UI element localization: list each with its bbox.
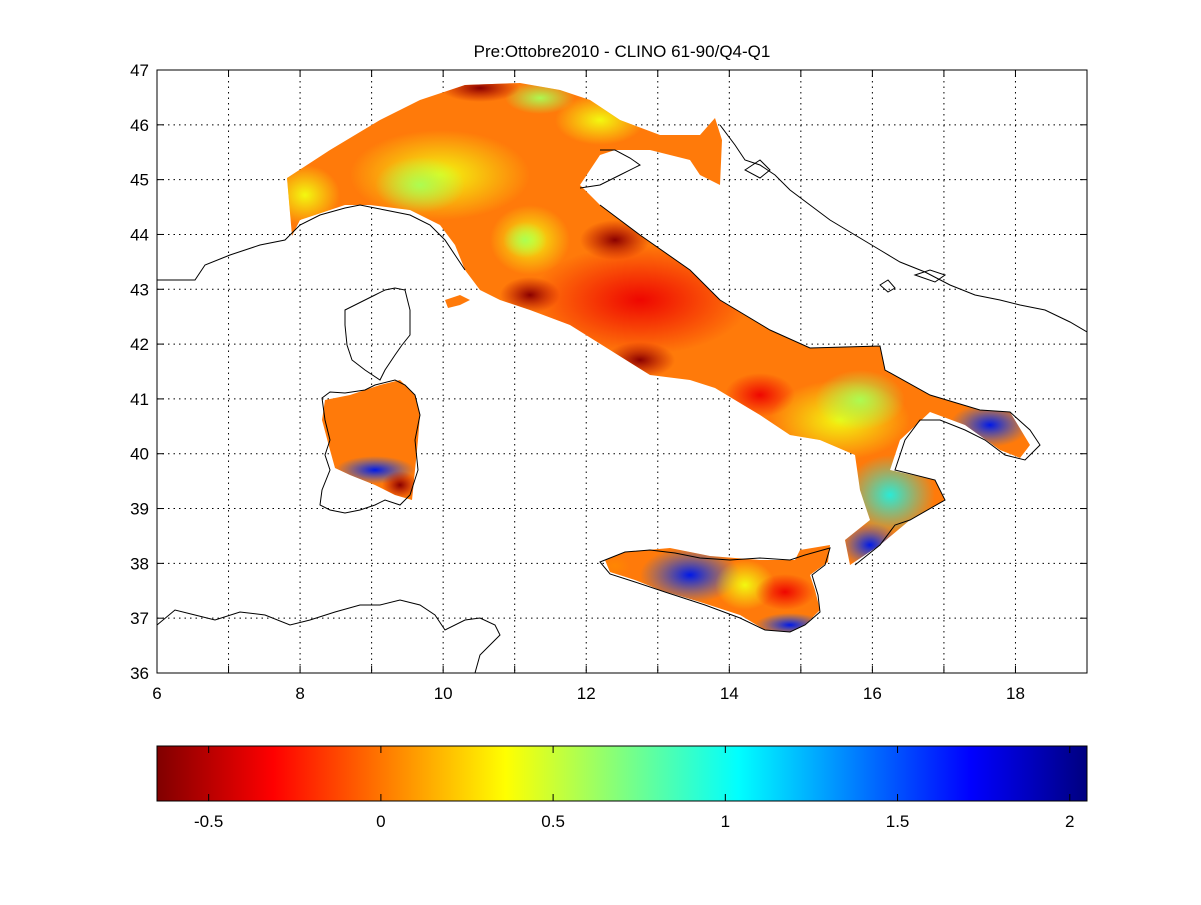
coastline-italy-outline [579, 149, 1041, 566]
field-sicily-west-blue [640, 547, 740, 603]
y-tick-label: 38 [130, 554, 149, 573]
anomaly-field [287, 83, 1030, 632]
coastline-corsica [344, 287, 411, 381]
coastline-france [157, 204, 466, 281]
colorbar-tick-label: 2 [1065, 812, 1074, 831]
field-sardinia-darkred [382, 471, 418, 499]
field-puglia-green [815, 370, 905, 430]
y-tick-label: 41 [130, 390, 149, 409]
field-northwest-yellow [287, 165, 340, 225]
colorbar-ticks: -0.5 0 0.5 1 1.5 2 [194, 746, 1075, 831]
map-grid [157, 70, 1087, 673]
y-tick-label: 47 [130, 61, 149, 80]
x-tick-label: 12 [577, 684, 596, 703]
coastline-adriatic-islands [744, 159, 947, 293]
field-sicily-east-red [755, 574, 815, 610]
field-ligurian-green [503, 222, 547, 258]
y-tick-label: 37 [130, 609, 149, 628]
field-alps-green [505, 83, 575, 114]
coastline-balkans [719, 124, 1087, 333]
field-alps-darkred [440, 83, 520, 102]
colorbar-gradient [156, 745, 1088, 802]
coastline-sardinia [319, 379, 421, 514]
colorbar-tick-label: -0.5 [194, 812, 223, 831]
field-calabria-cyan [845, 455, 935, 535]
y-tick-label: 36 [130, 664, 149, 683]
field-po-valley-green [375, 157, 465, 213]
coastline-sicily [599, 547, 831, 633]
y-tick-label: 45 [130, 171, 149, 190]
coastline [157, 124, 1087, 673]
field-tuscany-darkred [500, 277, 560, 313]
colorbar-tick-label: 0.5 [541, 812, 565, 831]
field-lazio-darkred [605, 342, 675, 378]
x-tick-label: 16 [863, 684, 882, 703]
x-axis-ticks: 6 8 10 12 14 16 18 [152, 70, 1088, 703]
y-tick-label: 39 [130, 500, 149, 519]
y-tick-label: 40 [130, 445, 149, 464]
field-salento-blue [950, 403, 1030, 447]
field-central-darkred [580, 220, 650, 260]
colorbar-tick-label: 1.5 [886, 812, 910, 831]
field-central-red [530, 245, 750, 355]
field-sicily-west-orange [600, 556, 630, 576]
x-tick-label: 10 [434, 684, 453, 703]
colorbar-tick-label: 0 [376, 812, 385, 831]
x-tick-label: 14 [720, 684, 739, 703]
map-axes-frame [156, 69, 1088, 674]
y-tick-label: 44 [130, 225, 149, 244]
x-tick-label: 18 [1006, 684, 1025, 703]
y-tick-label: 42 [130, 335, 149, 354]
x-tick-label: 6 [152, 684, 161, 703]
x-tick-label: 8 [295, 684, 304, 703]
y-tick-label: 43 [130, 280, 149, 299]
y-axis-ticks: 36 37 38 39 40 41 42 43 44 45 46 47 [130, 61, 1087, 683]
figure-title: Pre:Ottobre2010 - CLINO 61-90/Q4-Q1 [474, 42, 771, 61]
colorbar-tick-label: 1 [721, 812, 730, 831]
coastline-africa [157, 599, 501, 673]
field-northeast-yellow [555, 95, 645, 145]
y-tick-label: 46 [130, 116, 149, 135]
